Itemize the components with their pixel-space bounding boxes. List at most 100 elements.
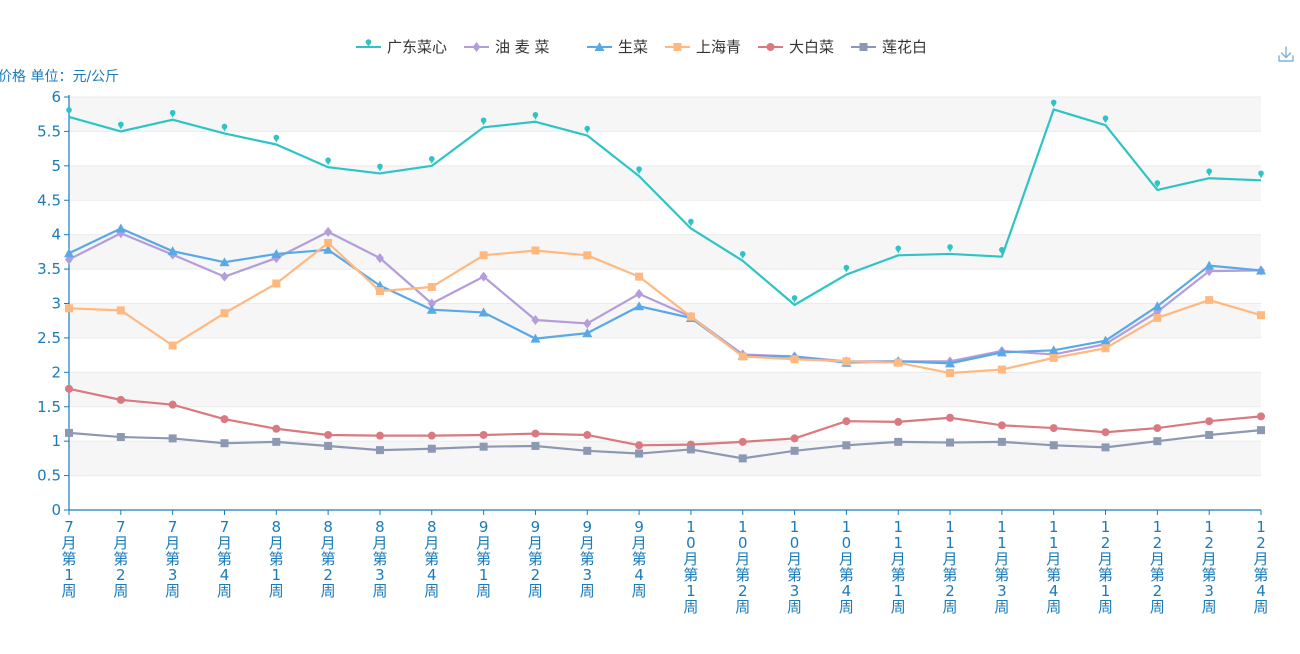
data-point[interactable]: [894, 437, 903, 446]
data-point[interactable]: [738, 437, 747, 446]
data-point[interactable]: [1153, 313, 1162, 322]
data-point[interactable]: [375, 446, 384, 455]
data-point[interactable]: [271, 248, 282, 258]
data-point[interactable]: [997, 365, 1006, 374]
data-point[interactable]: [324, 430, 333, 439]
data-point[interactable]: [427, 298, 436, 309]
data-point[interactable]: [168, 341, 177, 350]
data-point[interactable]: [946, 413, 955, 422]
data-point[interactable]: [790, 355, 799, 364]
legend-item[interactable]: 油 麦 菜: [464, 38, 550, 56]
data-point[interactable]: [220, 439, 229, 448]
data-point[interactable]: [1257, 311, 1265, 320]
data-point[interactable]: [583, 318, 592, 329]
data-point[interactable]: [64, 248, 74, 258]
data-point[interactable]: [582, 328, 593, 338]
data-point[interactable]: [167, 246, 178, 256]
data-point[interactable]: [1048, 345, 1059, 355]
data-point[interactable]: [532, 111, 539, 120]
data-point[interactable]: [221, 123, 228, 132]
data-point[interactable]: [530, 333, 541, 343]
data-point[interactable]: [325, 157, 331, 166]
data-point[interactable]: [220, 309, 229, 318]
data-point[interactable]: [531, 246, 540, 255]
data-point[interactable]: [272, 424, 281, 433]
data-point[interactable]: [115, 223, 126, 233]
data-point[interactable]: [583, 446, 592, 455]
data-point[interactable]: [842, 417, 851, 426]
legend-item[interactable]: 大白菜: [758, 38, 834, 56]
data-point[interactable]: [220, 415, 229, 424]
data-point[interactable]: [1049, 353, 1058, 362]
data-point[interactable]: [479, 442, 488, 451]
data-point[interactable]: [116, 306, 125, 315]
data-point[interactable]: [1204, 260, 1215, 270]
data-point[interactable]: [946, 369, 955, 378]
data-point[interactable]: [324, 441, 333, 450]
legend-item[interactable]: 上海青: [665, 38, 741, 56]
legend-item[interactable]: 莲花白: [851, 38, 927, 56]
data-point[interactable]: [738, 352, 747, 361]
data-point[interactable]: [324, 226, 333, 237]
data-point[interactable]: [1205, 430, 1214, 439]
data-point[interactable]: [428, 156, 435, 164]
data-point[interactable]: [1258, 170, 1264, 179]
data-point[interactable]: [945, 358, 956, 368]
download-icon[interactable]: [1278, 46, 1294, 62]
data-point[interactable]: [66, 107, 72, 115]
data-point[interactable]: [65, 428, 73, 437]
data-point[interactable]: [65, 384, 73, 393]
data-point[interactable]: [479, 430, 488, 439]
data-point[interactable]: [1206, 168, 1212, 177]
data-point[interactable]: [1049, 441, 1058, 450]
data-point[interactable]: [1100, 335, 1111, 345]
data-point[interactable]: [738, 454, 747, 463]
data-point[interactable]: [946, 438, 955, 447]
data-point[interactable]: [116, 395, 125, 404]
data-point[interactable]: [1050, 99, 1057, 108]
data-point[interactable]: [1257, 426, 1265, 435]
data-point[interactable]: [636, 166, 642, 175]
data-point[interactable]: [531, 315, 540, 326]
legend-item[interactable]: 广东菜心: [356, 38, 447, 56]
data-point[interactable]: [1049, 424, 1058, 433]
data-point[interactable]: [584, 125, 591, 134]
data-point[interactable]: [219, 257, 230, 267]
data-point[interactable]: [688, 218, 694, 227]
data-point[interactable]: [739, 251, 746, 259]
data-point[interactable]: [997, 437, 1006, 446]
data-point[interactable]: [635, 449, 644, 458]
data-point[interactable]: [1154, 180, 1161, 188]
data-point[interactable]: [790, 446, 799, 455]
data-point[interactable]: [686, 445, 695, 454]
data-point[interactable]: [375, 253, 384, 264]
data-point[interactable]: [65, 254, 73, 265]
data-point[interactable]: [480, 117, 487, 126]
data-point[interactable]: [895, 245, 902, 254]
data-point[interactable]: [478, 307, 489, 317]
data-point[interactable]: [997, 421, 1006, 430]
data-point[interactable]: [427, 444, 436, 453]
data-point[interactable]: [583, 430, 592, 439]
data-point[interactable]: [1256, 265, 1266, 275]
data-point[interactable]: [1257, 412, 1265, 421]
data-point[interactable]: [583, 251, 592, 260]
data-point[interactable]: [894, 358, 903, 367]
data-point[interactable]: [479, 271, 488, 282]
data-point[interactable]: [427, 282, 436, 291]
data-point[interactable]: [999, 246, 1005, 255]
data-point[interactable]: [1153, 437, 1162, 446]
data-point[interactable]: [635, 288, 644, 299]
data-point[interactable]: [996, 347, 1007, 357]
data-point[interactable]: [842, 441, 851, 450]
data-point[interactable]: [220, 271, 229, 282]
data-point[interactable]: [842, 357, 851, 366]
data-point[interactable]: [686, 312, 695, 321]
data-point[interactable]: [118, 121, 124, 130]
data-point[interactable]: [1205, 417, 1214, 426]
data-point[interactable]: [531, 441, 540, 450]
data-point[interactable]: [634, 301, 645, 311]
data-point[interactable]: [273, 134, 280, 143]
data-point[interactable]: [1101, 443, 1110, 452]
data-point[interactable]: [323, 244, 334, 254]
